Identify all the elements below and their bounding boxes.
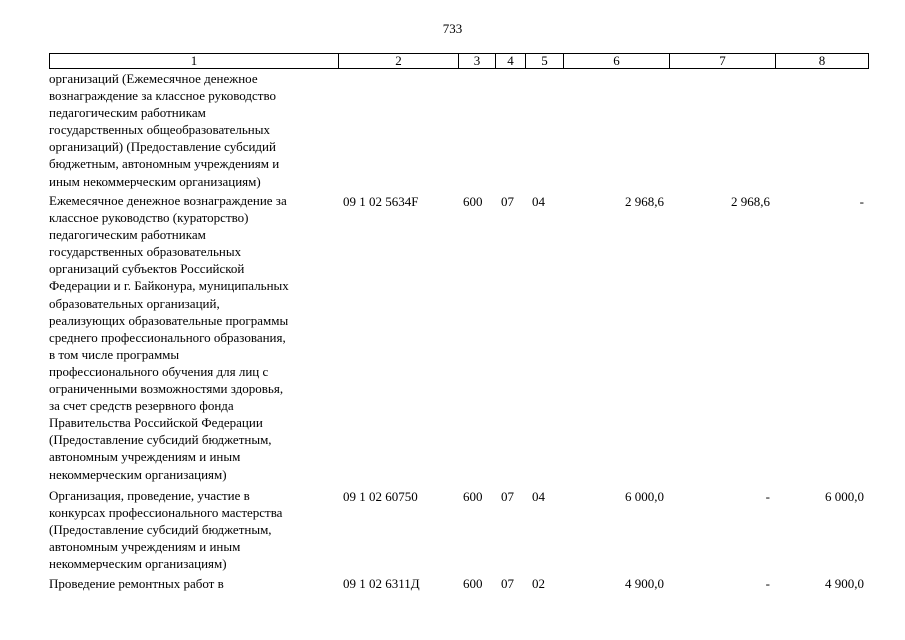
header-col-2: 2 xyxy=(338,54,458,68)
row-3-col3: 600 xyxy=(463,576,483,591)
row-2-col8: 6 000,0 xyxy=(825,489,864,504)
row-3-col5: 02 xyxy=(532,576,545,591)
row-1-col5: 04 xyxy=(532,194,545,209)
row-3-col7: - xyxy=(765,576,770,591)
row-3-col4: 07 xyxy=(501,576,514,591)
header-col-3: 3 xyxy=(458,54,495,68)
header-col-8: 8 xyxy=(775,54,869,68)
row-1-col7: 2 968,6 xyxy=(731,194,770,209)
header-col-5: 5 xyxy=(525,54,563,68)
row-3-code: 09 1 02 6311Д xyxy=(343,576,420,591)
row-1-description: Ежемесячное денежное вознаграждение за к… xyxy=(49,193,289,482)
row-2-code: 09 1 02 60750 xyxy=(343,489,418,504)
header-col-7: 7 xyxy=(669,54,775,68)
row-1-col8: - xyxy=(859,194,864,209)
row-2-col6: 6 000,0 xyxy=(625,489,664,504)
page-number: 733 xyxy=(442,21,463,36)
row-1-code: 09 1 02 5634F xyxy=(343,194,419,209)
row-2-col7: - xyxy=(765,489,770,504)
header-col-1: 1 xyxy=(49,54,338,68)
table-header: 1 2 3 4 5 6 7 8 xyxy=(49,53,869,69)
row-2-col3: 600 xyxy=(463,489,483,504)
row-1-col4: 07 xyxy=(501,194,514,209)
row-1-col6: 2 968,6 xyxy=(625,194,664,209)
row-1-col3: 600 xyxy=(463,194,483,209)
row-2-col5: 04 xyxy=(532,489,545,504)
row-2-col4: 07 xyxy=(501,489,514,504)
row-2-description: Организация, проведение, участие в конку… xyxy=(49,488,283,572)
header-col-4: 4 xyxy=(495,54,525,68)
table-row: 09 1 02 5634F 600 07 04 2 968,6 2 968,6 … xyxy=(49,193,865,211)
row-3-col8: 4 900,0 xyxy=(825,576,864,591)
table-row: 09 1 02 60750 600 07 04 6 000,0 - 6 000,… xyxy=(49,488,865,506)
row-3-col6: 4 900,0 xyxy=(625,576,664,591)
row-3-description: Проведение ремонтных работ в xyxy=(49,576,224,591)
header-col-6: 6 xyxy=(563,54,669,68)
table-row: 09 1 02 6311Д 600 07 02 4 900,0 - 4 900,… xyxy=(49,575,865,593)
continuation-text: организаций (Ежемесячное денежное вознаг… xyxy=(49,71,280,189)
